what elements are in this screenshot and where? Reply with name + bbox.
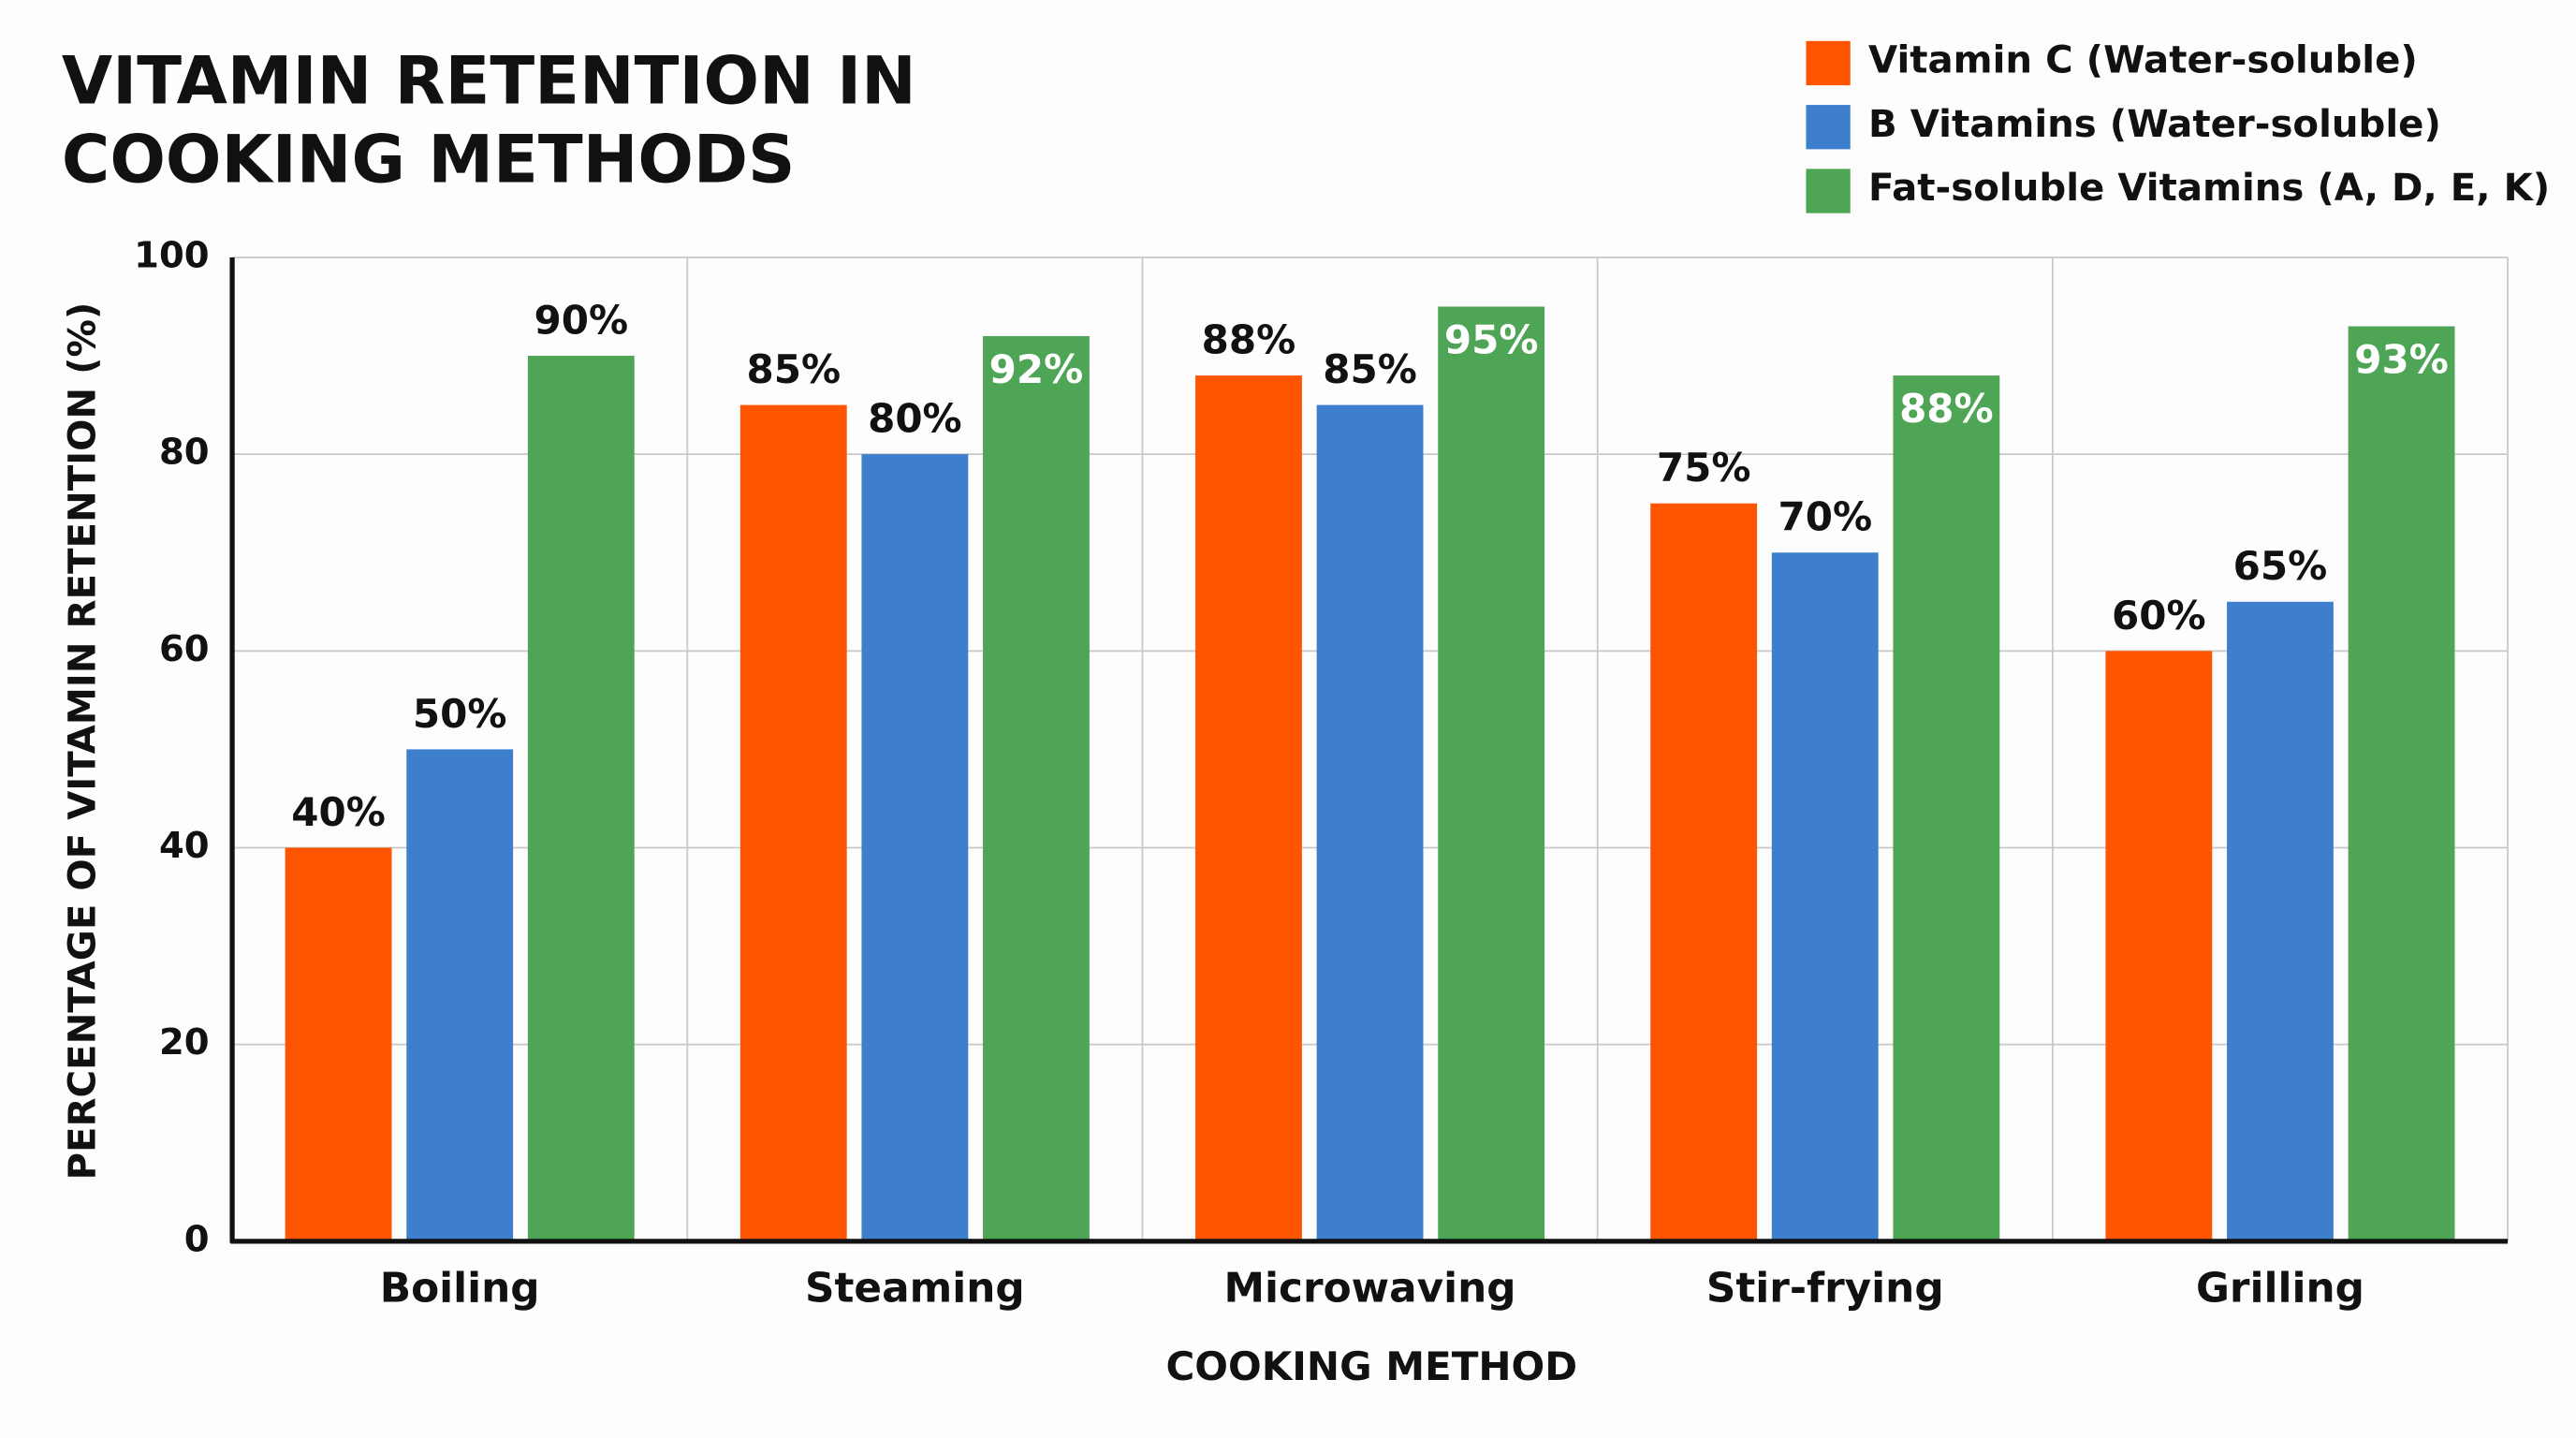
y-tick-label: 20 [159, 1021, 210, 1064]
data-label: 80% [868, 396, 962, 442]
legend-label: B Vitamins (Water-soluble) [1868, 103, 2441, 146]
data-label: 40% [291, 789, 386, 835]
x-axis-label: COOKING METHOD [1165, 1343, 1577, 1389]
bar [1316, 404, 1424, 1241]
bar [1650, 503, 1758, 1241]
bar [739, 404, 847, 1241]
data-label: 88% [1202, 317, 1296, 363]
data-label: 85% [1323, 346, 1417, 392]
title-holder: VITAMIN RETENTION IN COOKING METHODS [61, 44, 916, 198]
x-tick-label: Steaming [805, 1264, 1025, 1312]
data-label: 93% [2354, 337, 2449, 383]
legend-label: Fat-soluble Vitamins (A, D, E, K) [1868, 167, 2550, 210]
bar [1438, 306, 1545, 1241]
data-label: 95% [1444, 317, 1539, 363]
bar [983, 336, 1090, 1241]
legend-swatch [1806, 105, 1851, 150]
bar [2227, 601, 2334, 1241]
bar [406, 749, 514, 1241]
y-axis-label: PERCENTAGE OF VITAMIN RETENTION (%) [61, 302, 104, 1181]
bar [2348, 326, 2455, 1241]
data-label: 90% [534, 298, 628, 344]
data-label: 60% [2112, 593, 2206, 638]
legend-label: Vitamin C (Water-soluble) [1868, 39, 2418, 82]
legend-swatch [1806, 40, 1851, 86]
data-label: 88% [1899, 386, 1994, 432]
y-tick-label: 40 [159, 825, 210, 867]
x-tick-label: Stir-frying [1706, 1264, 1944, 1312]
data-label: 70% [1778, 494, 1872, 540]
bar [1195, 375, 1302, 1241]
y-tick-label: 0 [184, 1218, 210, 1260]
chart-title: VITAMIN RETENTION IN COOKING METHODS [61, 44, 916, 198]
y-tick-label: 100 [134, 234, 209, 276]
bar [2105, 651, 2213, 1241]
y-tick-label: 60 [159, 628, 210, 670]
data-label: 92% [989, 346, 1084, 392]
x-tick-label: Grilling [2196, 1264, 2364, 1312]
data-label: 75% [1657, 445, 1751, 491]
legend-swatch [1806, 169, 1851, 213]
bar [527, 356, 635, 1241]
bar [1893, 375, 2000, 1241]
data-label: 65% [2233, 543, 2328, 589]
x-tick-label: Microwaving [1224, 1264, 1516, 1312]
bar [861, 454, 969, 1241]
bar [1771, 552, 1879, 1241]
y-tick-label: 80 [159, 432, 210, 474]
x-tick-label: Boiling [380, 1264, 540, 1312]
data-label: 85% [746, 346, 841, 392]
data-label: 50% [413, 691, 507, 737]
bar [285, 847, 392, 1241]
